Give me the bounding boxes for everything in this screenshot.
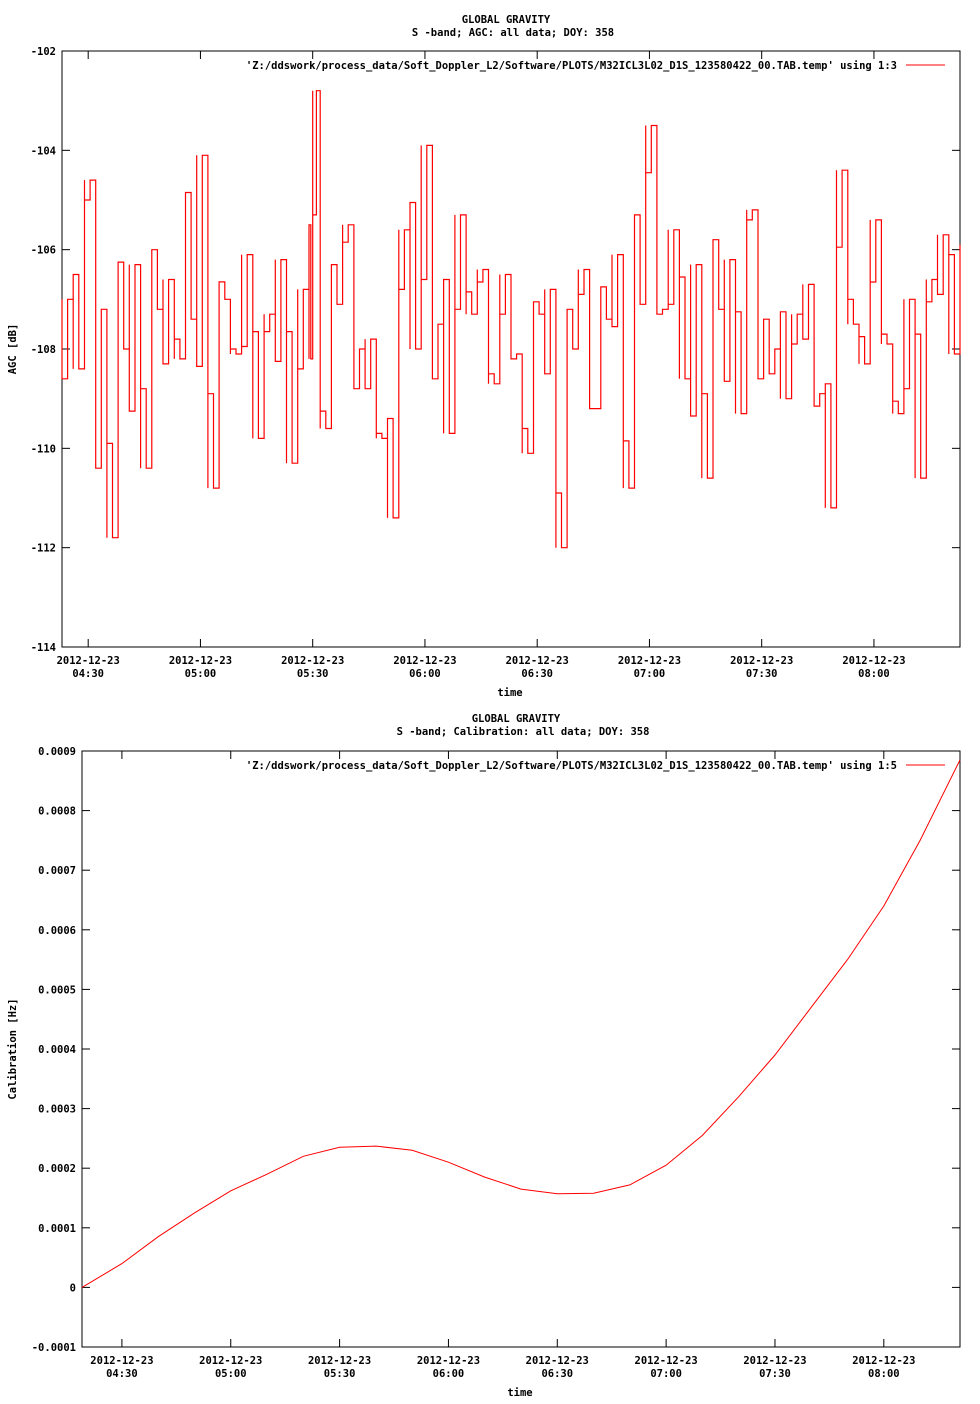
- agc-x-tick-time: 07:30: [746, 668, 778, 680]
- calibration-x-tick-time: 07:00: [650, 1368, 682, 1380]
- agc-x-tick-date: 2012-12-23: [506, 655, 569, 667]
- agc-series-line: [61, 90, 961, 549]
- agc-x-axis: 2012-12-2304:302012-12-2305:002012-12-23…: [57, 51, 906, 680]
- calibration-plot-frame: [81, 750, 961, 1348]
- agc-y-axis: -102 -104 -106 -108 -110 -112 -114: [31, 46, 960, 654]
- agc-x-tick-date: 2012-12-23: [730, 655, 793, 667]
- calibration-y-tick-label: 0.0006: [38, 925, 76, 937]
- calibration-x-tick-date: 2012-12-23: [90, 1355, 153, 1367]
- agc-x-tick-time: 06:30: [521, 668, 553, 680]
- calibration-y-tick-label: 0: [70, 1282, 76, 1294]
- calibration-x-tick-time: 08:00: [868, 1368, 900, 1380]
- agc-x-tick-date: 2012-12-23: [393, 655, 456, 667]
- agc-legend: 'Z:/ddswork/process_data/Soft_Doppler_L2…: [246, 60, 945, 72]
- calibration-y-tick-label: -0.0001: [32, 1342, 76, 1354]
- calibration-legend-label: 'Z:/ddswork/process_data/Soft_Doppler_L2…: [246, 760, 897, 772]
- calibration-x-tick-date: 2012-12-23: [308, 1355, 371, 1367]
- calibration-y-tick-label: 0.0003: [38, 1104, 76, 1116]
- agc-x-tick-time: 06:00: [409, 668, 441, 680]
- agc-x-tick-date: 2012-12-23: [618, 655, 681, 667]
- agc-x-tick-date: 2012-12-23: [842, 655, 905, 667]
- agc-y-tick-label: -110: [31, 443, 56, 455]
- calibration-x-tick-time: 05:30: [324, 1368, 356, 1380]
- agc-y-tick-label: -106: [31, 245, 56, 257]
- calibration-x-tick-time: 05:00: [215, 1368, 247, 1380]
- calibration-subtitle: S -band; Calibration: all data; DOY: 358: [397, 726, 650, 738]
- agc-x-axis-label: time: [497, 687, 522, 699]
- calibration-x-tick-date: 2012-12-23: [199, 1355, 262, 1367]
- agc-x-tick-time: 07:00: [634, 668, 666, 680]
- calibration-series-line: [81, 759, 961, 1288]
- calibration-x-axis: 2012-12-2304:302012-12-2305:002012-12-23…: [90, 751, 915, 1380]
- calibration-chart: GLOBAL GRAVITY S -band; Calibration: all…: [7, 713, 961, 1399]
- agc-y-tick-label: -114: [31, 642, 56, 654]
- calibration-title: GLOBAL GRAVITY: [472, 713, 561, 725]
- agc-x-tick-date: 2012-12-23: [281, 655, 344, 667]
- agc-x-tick-time: 04:30: [72, 668, 104, 680]
- agc-subtitle: S -band; AGC: all data; DOY: 358: [412, 27, 614, 39]
- calibration-y-tick-label: 0.0002: [38, 1163, 76, 1175]
- agc-legend-label: 'Z:/ddswork/process_data/Soft_Doppler_L2…: [246, 60, 897, 72]
- calibration-x-tick-date: 2012-12-23: [635, 1355, 698, 1367]
- calibration-y-tick-label: 0.0005: [38, 984, 76, 996]
- calibration-x-tick-time: 06:30: [541, 1368, 573, 1380]
- agc-x-tick-date: 2012-12-23: [57, 655, 120, 667]
- calibration-y-tick-label: 0.0008: [38, 806, 76, 818]
- calibration-y-tick-label: 0.0007: [38, 865, 76, 877]
- calibration-x-tick-date: 2012-12-23: [852, 1355, 915, 1367]
- agc-y-tick-label: -108: [31, 344, 56, 356]
- agc-y-axis-label: AGC [dB]: [7, 324, 19, 375]
- calibration-legend: 'Z:/ddswork/process_data/Soft_Doppler_L2…: [246, 760, 945, 772]
- calibration-x-tick-date: 2012-12-23: [526, 1355, 589, 1367]
- agc-y-tick-label: -104: [31, 145, 56, 157]
- agc-x-tick-time: 08:00: [858, 668, 890, 680]
- calibration-y-tick-label: 0.0001: [38, 1223, 76, 1235]
- calibration-x-tick-time: 04:30: [106, 1368, 138, 1380]
- calibration-x-tick-time: 07:30: [759, 1368, 791, 1380]
- agc-chart: GLOBAL GRAVITY S -band; AGC: all data; D…: [7, 14, 961, 699]
- calibration-x-axis-label: time: [507, 1387, 532, 1399]
- calibration-x-tick-time: 06:00: [433, 1368, 465, 1380]
- calibration-x-tick-date: 2012-12-23: [417, 1355, 480, 1367]
- calibration-x-tick-date: 2012-12-23: [743, 1355, 806, 1367]
- agc-x-tick-time: 05:00: [185, 668, 217, 680]
- agc-y-tick-label: -112: [31, 543, 56, 555]
- calibration-y-tick-label: 0.0009: [38, 746, 76, 758]
- agc-x-tick-time: 05:30: [297, 668, 329, 680]
- agc-y-tick-label: -102: [31, 46, 56, 58]
- calibration-y-axis: 0.0009 0.0008 0.0007 0.0006 0.0005 0.0004 0.00…: [32, 746, 960, 1354]
- agc-title: GLOBAL GRAVITY: [462, 14, 551, 26]
- agc-x-tick-date: 2012-12-23: [169, 655, 232, 667]
- calibration-y-axis-label: Calibration [Hz]: [7, 998, 19, 1099]
- calibration-y-tick-label: 0.0004: [38, 1044, 76, 1056]
